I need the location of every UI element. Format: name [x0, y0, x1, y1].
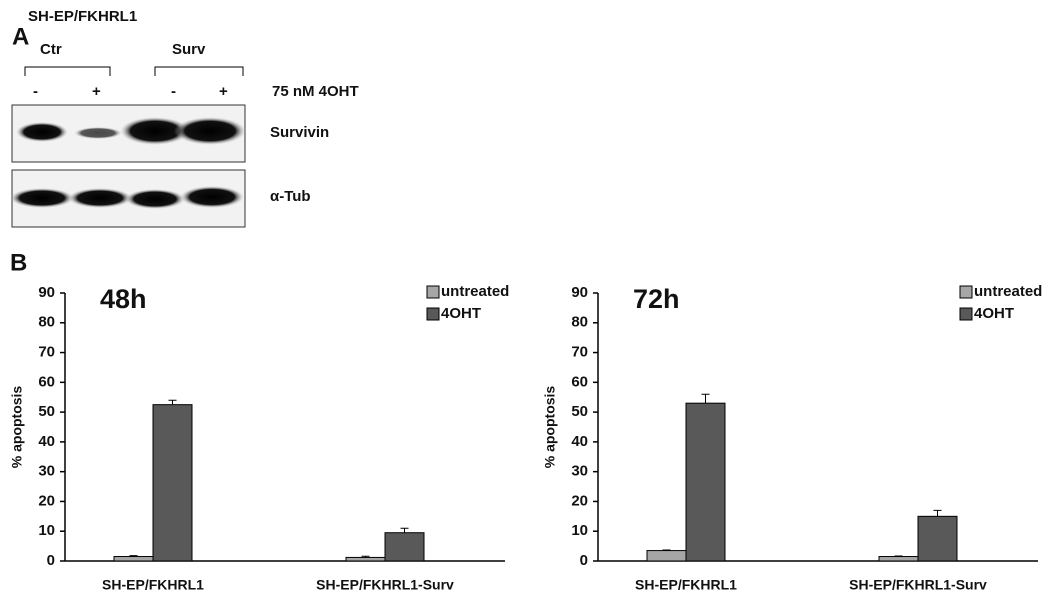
- y-tick-label: 30: [571, 463, 588, 480]
- y-tick-label: 40: [571, 433, 588, 450]
- bar: [153, 405, 192, 561]
- chart-title: 72h: [633, 284, 680, 314]
- bar: [686, 403, 725, 561]
- chart-title: 48h: [100, 284, 147, 314]
- bar: [918, 516, 957, 561]
- y-tick-label: 90: [571, 284, 588, 301]
- bar: [879, 557, 918, 561]
- legend-label: 4OHT: [441, 305, 481, 322]
- y-tick-label: 50: [38, 403, 55, 420]
- x-tick-label: SH-EP/FKHRL1-Surv: [316, 577, 454, 593]
- x-tick-label: SH-EP/FKHRL1: [635, 577, 737, 593]
- y-tick-label: 30: [38, 463, 55, 480]
- legend-swatch: [960, 308, 972, 320]
- y-tick-label: 20: [571, 492, 588, 509]
- band: [74, 127, 122, 139]
- band: [180, 186, 244, 208]
- y-tick-label: 40: [38, 433, 55, 450]
- legend-label: untreated: [974, 283, 1042, 300]
- legend-swatch: [427, 308, 439, 320]
- panel-label: B: [10, 249, 27, 276]
- y-tick-label: 90: [38, 284, 55, 301]
- bar: [385, 533, 424, 561]
- y-tick-label: 70: [571, 344, 588, 361]
- band: [68, 188, 132, 208]
- y-tick-label: 20: [38, 492, 55, 509]
- x-tick-label: SH-EP/FKHRL1: [102, 577, 204, 593]
- legend-swatch: [960, 286, 972, 298]
- y-tick-label: 60: [38, 373, 55, 390]
- legend-label: 4OHT: [974, 305, 1014, 322]
- error-bar: [401, 528, 409, 532]
- bar: [114, 557, 153, 561]
- legend-swatch: [427, 286, 439, 298]
- group-label: Ctr: [40, 41, 62, 58]
- blot-label: Survivin: [270, 124, 329, 141]
- sign: -: [33, 83, 38, 100]
- y-tick-label: 60: [571, 373, 588, 390]
- cell-line: SH-EP/FKHRL1: [28, 8, 137, 25]
- group-label: Surv: [172, 41, 206, 58]
- band: [16, 122, 68, 142]
- y-axis-label: % apoptosis: [9, 386, 25, 469]
- band: [10, 188, 74, 208]
- y-tick-label: 10: [571, 522, 588, 539]
- legend-label: untreated: [441, 283, 509, 300]
- sign: +: [92, 83, 101, 100]
- sign: +: [219, 83, 228, 100]
- y-axis-label: % apoptosis: [542, 386, 558, 469]
- figure: A SH-EP/FKHRL1 Ctr Surv - + - + 75 nM 4O…: [0, 0, 1060, 597]
- treatment: 75 nM 4OHT: [272, 83, 359, 100]
- band: [174, 117, 246, 145]
- bracket: [25, 67, 243, 76]
- sign: -: [171, 83, 176, 100]
- y-tick-label: 80: [571, 314, 588, 331]
- band: [125, 189, 185, 209]
- y-tick-label: 80: [38, 314, 55, 331]
- error-bar: [702, 394, 710, 403]
- error-bar: [169, 400, 177, 404]
- blot-label: α-Tub: [270, 188, 311, 205]
- bar: [346, 557, 385, 561]
- y-tick-label: 50: [571, 403, 588, 420]
- error-bar: [934, 510, 942, 516]
- y-tick-label: 10: [38, 522, 55, 539]
- y-tick-label: 0: [580, 552, 588, 569]
- panel-label: A: [12, 23, 29, 50]
- y-tick-label: 0: [47, 552, 55, 569]
- bar: [647, 551, 686, 561]
- x-tick-label: SH-EP/FKHRL1-Surv: [849, 577, 987, 593]
- y-tick-label: 70: [38, 344, 55, 361]
